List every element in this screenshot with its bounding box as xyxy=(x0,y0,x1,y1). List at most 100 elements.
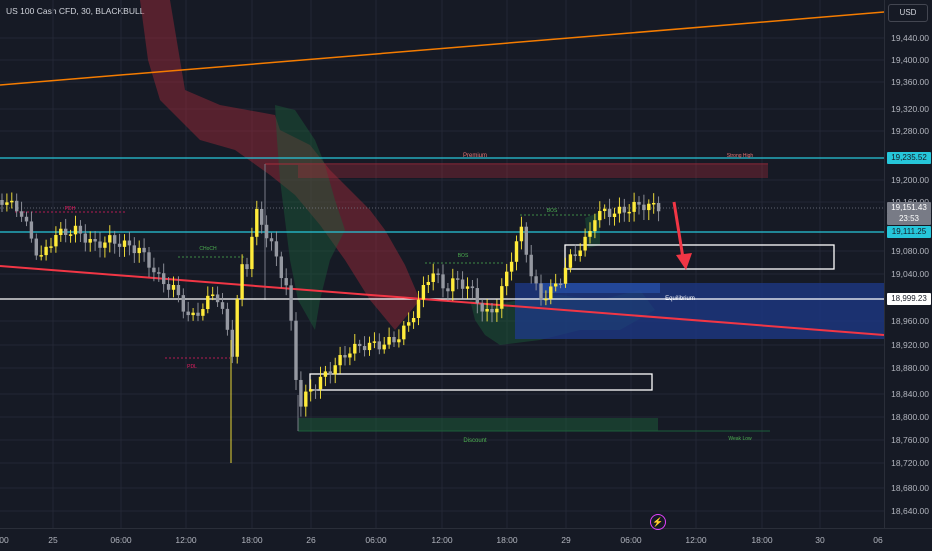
premium-level-price-label: 19,235.52 xyxy=(887,152,931,164)
candle-body xyxy=(108,235,112,243)
candle-body xyxy=(78,225,83,234)
candle-body xyxy=(157,272,161,274)
candle-body xyxy=(377,341,381,350)
time-tick: 26 xyxy=(306,535,316,545)
tradingview-logo-icon[interactable]: ⚡ xyxy=(650,514,666,530)
candle-body xyxy=(304,391,308,407)
candle-body xyxy=(456,278,460,280)
candle-body xyxy=(235,299,239,357)
currency-button[interactable]: USD xyxy=(888,4,928,22)
price-chart[interactable]: Premium Strong High Equilibrium Discount… xyxy=(0,0,884,528)
time-tick: 06:00 xyxy=(365,535,387,545)
candle-body xyxy=(524,226,528,255)
demand-cloud xyxy=(275,105,345,330)
candle-body xyxy=(554,283,558,287)
pdl-label: PDL xyxy=(187,364,197,370)
candle-body xyxy=(436,273,440,275)
candle-body xyxy=(215,294,220,303)
candle-body xyxy=(465,286,470,289)
target-box-upper[interactable] xyxy=(564,244,835,270)
choch-label: CHoCH xyxy=(199,246,217,252)
candle-body xyxy=(505,271,509,287)
candle-body xyxy=(269,238,274,242)
strong-high-label: Strong High xyxy=(727,153,754,159)
price-tick: 19,440.00 xyxy=(891,33,929,43)
time-scale[interactable]: 00 25 06:00 12:00 18:00 26 06:00 12:00 1… xyxy=(0,528,932,551)
candle-body xyxy=(573,254,577,257)
candle-body xyxy=(294,320,298,380)
candle-body xyxy=(372,341,377,343)
candle-body xyxy=(264,224,269,239)
candle-body xyxy=(426,281,430,285)
candle-body xyxy=(470,286,475,289)
candle-body xyxy=(196,312,200,316)
candle-body xyxy=(475,288,479,304)
candle-body xyxy=(568,254,573,268)
price-tick: 19,320.00 xyxy=(891,104,929,114)
time-tick: 18:00 xyxy=(496,535,518,545)
candle-body xyxy=(318,376,323,390)
candle-body xyxy=(652,202,656,205)
candle-body xyxy=(176,284,181,296)
time-tick: 29 xyxy=(561,535,571,545)
bar-countdown-label: 23:53 xyxy=(887,213,931,225)
candle-body xyxy=(362,346,367,351)
candle-body xyxy=(19,211,24,217)
price-tick: 19,040.00 xyxy=(891,269,929,279)
candle-body xyxy=(607,208,612,218)
candle-body xyxy=(509,261,514,272)
price-scale[interactable]: 19,440.00 19,400.00 19,360.00 19,320.00 … xyxy=(884,0,932,528)
time-tick: 00 xyxy=(0,535,9,545)
price-tick: 19,360.00 xyxy=(891,77,929,87)
candle-body xyxy=(211,294,215,296)
grid xyxy=(0,0,884,528)
candle-body xyxy=(534,276,538,284)
candle-body xyxy=(328,371,332,375)
candle-body xyxy=(632,201,636,212)
candle-body xyxy=(578,250,582,257)
candle-body xyxy=(5,202,9,205)
candle-body xyxy=(588,231,592,237)
price-tick: 18,800.00 xyxy=(891,412,929,422)
candle-body xyxy=(279,256,283,279)
candle-body xyxy=(245,264,249,270)
symbol-title[interactable]: US 100 Cash CFD, 30, BLACKBULL xyxy=(6,6,145,16)
candle-body xyxy=(500,286,504,309)
candle-body xyxy=(485,308,489,312)
candle-body xyxy=(98,241,102,248)
candle-body xyxy=(59,228,63,235)
candle-body xyxy=(603,208,607,212)
time-tick: 18:00 xyxy=(751,535,773,545)
candle-body xyxy=(206,295,210,310)
candle-body xyxy=(284,278,288,286)
candle-body xyxy=(162,273,166,285)
price-tick: 18,960.00 xyxy=(891,316,929,326)
time-tick: 25 xyxy=(48,535,58,545)
premium-zone xyxy=(298,165,768,178)
candle-body xyxy=(451,278,455,292)
equilibrium-label: Equilibrium xyxy=(665,296,695,302)
discount-zone xyxy=(298,418,658,431)
candle-body xyxy=(44,246,48,256)
candle-body xyxy=(460,279,465,289)
candle-body xyxy=(15,200,19,212)
target-box-lower[interactable] xyxy=(309,373,653,391)
candles xyxy=(0,192,661,463)
candle-body xyxy=(166,284,171,290)
candle-body xyxy=(93,238,97,242)
time-tick: 06:00 xyxy=(110,535,132,545)
candle-body xyxy=(191,312,195,316)
candle-body xyxy=(10,200,14,203)
candle-body xyxy=(309,389,313,392)
candle-body xyxy=(186,311,190,316)
candle-body xyxy=(230,329,234,357)
candle-body xyxy=(637,201,641,205)
time-tick: 30 xyxy=(815,535,825,545)
upper-line-price-label: 19,111.25 xyxy=(887,226,931,238)
price-tick: 18,680.00 xyxy=(891,483,929,493)
candle-body xyxy=(441,274,445,289)
candle-body xyxy=(358,343,362,347)
candle-body xyxy=(323,371,328,377)
candle-body xyxy=(181,295,185,312)
candle-body xyxy=(549,286,553,299)
